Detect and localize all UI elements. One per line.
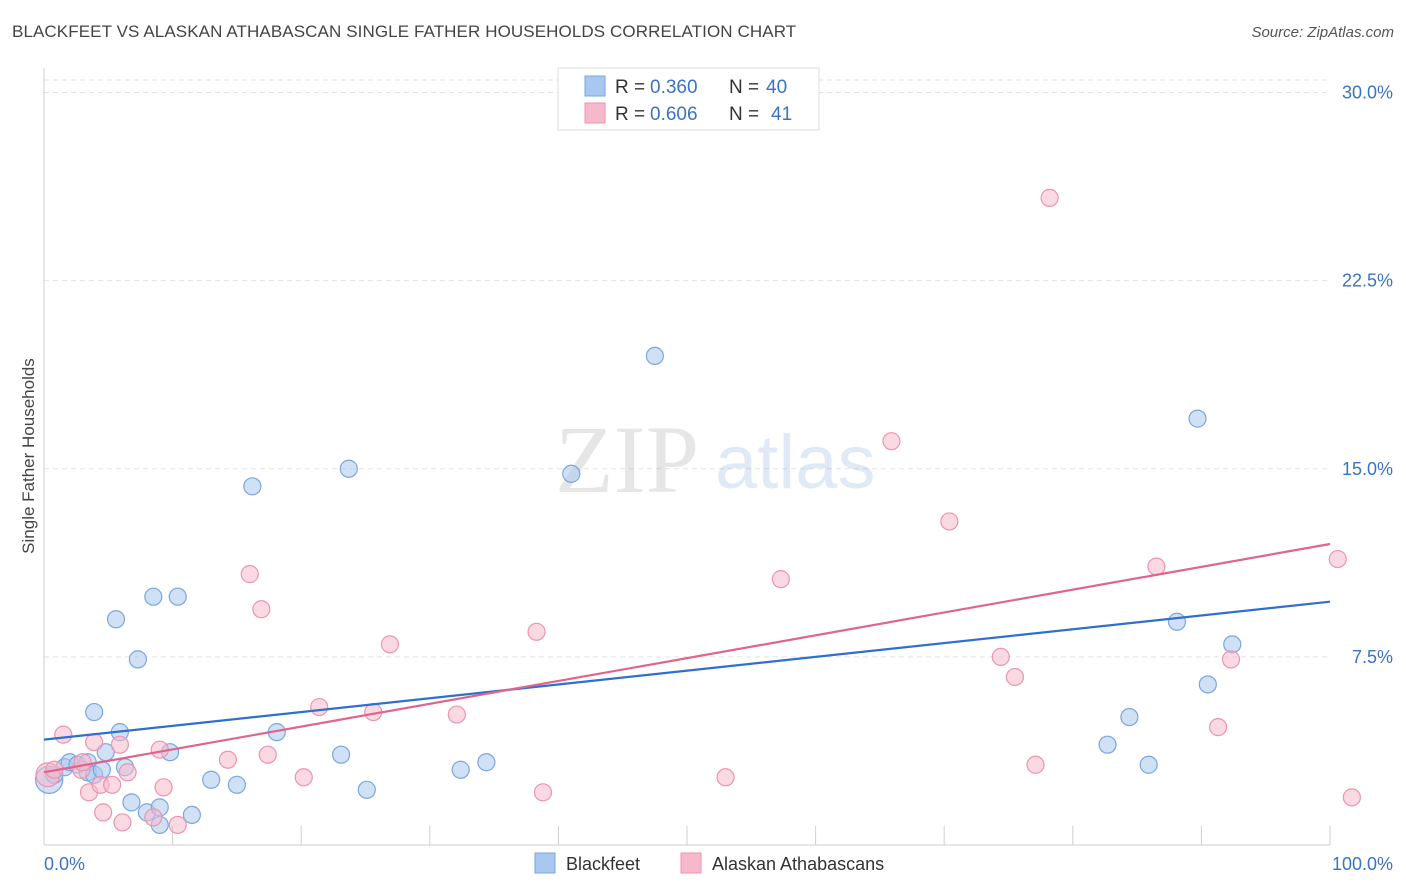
data-point-athabascan <box>533 783 553 802</box>
data-point-athabascan <box>1342 788 1361 807</box>
watermark: ZIP atlas <box>555 406 876 513</box>
data-point-athabascan <box>118 763 137 782</box>
data-point-athabascan <box>240 565 259 584</box>
data-point-athabascan <box>1040 188 1059 207</box>
data-point-blackfeet <box>202 770 221 789</box>
data-point-athabascan <box>1026 755 1045 774</box>
data-point-athabascan <box>771 570 790 589</box>
bottom-legend-swatch-blackfeet <box>534 852 556 874</box>
legend-n-value-2: 41 <box>771 104 792 125</box>
data-point-blackfeet <box>106 610 126 629</box>
legend-n-label-1: N = <box>729 77 759 98</box>
data-point-athabascan <box>218 750 237 769</box>
watermark-atlas: atlas <box>715 420 876 505</box>
legend-r-label-1: R = <box>615 77 645 98</box>
data-point-blackfeet <box>85 702 104 722</box>
data-point-blackfeet <box>128 650 147 669</box>
data-point-blackfeet <box>357 780 376 799</box>
data-point-athabascan <box>716 768 735 787</box>
data-point-athabascan <box>1147 557 1166 576</box>
legend-n-label-2: N = <box>729 104 759 125</box>
x-tick-label: 0.0% <box>44 854 85 874</box>
data-point-blackfeet <box>477 753 496 772</box>
data-point-athabascan <box>991 647 1010 666</box>
y-tick-label: 22.5% <box>1342 271 1393 291</box>
data-point-blackfeet <box>1139 755 1158 774</box>
bottom-legend-swatch-athabascan <box>680 852 702 874</box>
data-point-athabascan <box>54 725 73 744</box>
source-credit: Source: ZipAtlas.com <box>1251 24 1394 41</box>
data-point-athabascan <box>940 512 959 531</box>
series-legend: Blackfeet Alaskan Athabascans <box>534 852 884 874</box>
data-point-athabascan <box>1209 718 1228 737</box>
watermark-zip: ZIP <box>555 406 699 513</box>
data-point-athabascan <box>1221 650 1241 669</box>
series-athabascan-points <box>35 188 1361 835</box>
data-point-athabascan <box>168 815 187 835</box>
legend-n-value-1: 40 <box>766 77 787 98</box>
data-point-athabascan <box>154 778 173 797</box>
data-point-blackfeet <box>1188 409 1207 428</box>
data-point-blackfeet <box>1223 635 1242 654</box>
legend-swatch-blackfeet <box>584 75 606 97</box>
data-point-athabascan <box>144 808 163 827</box>
data-point-blackfeet <box>331 745 351 764</box>
grid-lines <box>44 79 1330 658</box>
y-axis-label: Single Father Households <box>19 358 38 554</box>
y-tick-label: 7.5% <box>1352 647 1393 667</box>
trend-line-athabascan <box>43 542 1331 774</box>
data-point-blackfeet <box>1098 735 1117 754</box>
data-point-athabascan <box>85 733 104 752</box>
data-point-blackfeet <box>451 760 470 779</box>
data-point-blackfeet <box>1120 707 1139 727</box>
data-point-athabascan <box>527 622 546 641</box>
x-tick-label: 100.0% <box>1332 854 1393 874</box>
data-point-athabascan <box>94 803 113 822</box>
data-point-blackfeet <box>122 793 141 812</box>
data-point-blackfeet <box>562 464 581 483</box>
data-point-athabascan <box>380 635 400 654</box>
legend-r-value-2: 0.606 <box>650 104 698 125</box>
data-point-athabascan <box>1328 549 1347 569</box>
legend-r-label-2: R = <box>615 104 645 125</box>
trend-lines <box>43 542 1331 774</box>
data-point-athabascan <box>447 705 466 724</box>
axes <box>43 68 1331 846</box>
data-point-blackfeet <box>168 587 187 606</box>
data-point-blackfeet <box>227 775 246 794</box>
data-point-blackfeet <box>182 805 201 825</box>
legend-r-value-1: 0.360 <box>650 77 698 98</box>
data-point-athabascan <box>110 735 129 754</box>
data-point-athabascan <box>258 745 277 764</box>
y-tick-label: 15.0% <box>1342 459 1393 479</box>
data-point-athabascan <box>113 813 132 832</box>
data-point-blackfeet <box>144 587 163 606</box>
chart-title: BLACKFEET VS ALASKAN ATHABASCAN SINGLE F… <box>12 22 797 41</box>
data-point-athabascan <box>103 775 122 794</box>
data-point-blackfeet <box>339 459 358 478</box>
trend-line-blackfeet <box>43 600 1331 741</box>
data-point-blackfeet <box>1167 612 1187 631</box>
data-point-athabascan <box>1005 667 1025 687</box>
y-tick-label: 30.0% <box>1342 83 1393 103</box>
data-point-blackfeet <box>1198 675 1217 694</box>
bottom-legend-label-blackfeet: Blackfeet <box>566 854 640 874</box>
stats-legend: R = 0.360 N = 40 R = 0.606 N = 41 <box>557 67 820 131</box>
tick-labels: 7.5% 15.0% 22.5% 30.0% 0.0% 100.0% <box>44 83 1393 874</box>
data-point-athabascan <box>294 768 313 787</box>
data-point-blackfeet <box>243 477 262 496</box>
legend-swatch-athabascan <box>584 102 606 124</box>
data-point-athabascan <box>252 600 271 619</box>
bottom-legend-label-athabascan: Alaskan Athabascans <box>712 854 884 874</box>
data-point-athabascan <box>73 753 92 772</box>
data-point-athabascan <box>882 432 901 451</box>
data-point-blackfeet <box>645 346 664 366</box>
data-point-athabascan <box>310 697 329 717</box>
